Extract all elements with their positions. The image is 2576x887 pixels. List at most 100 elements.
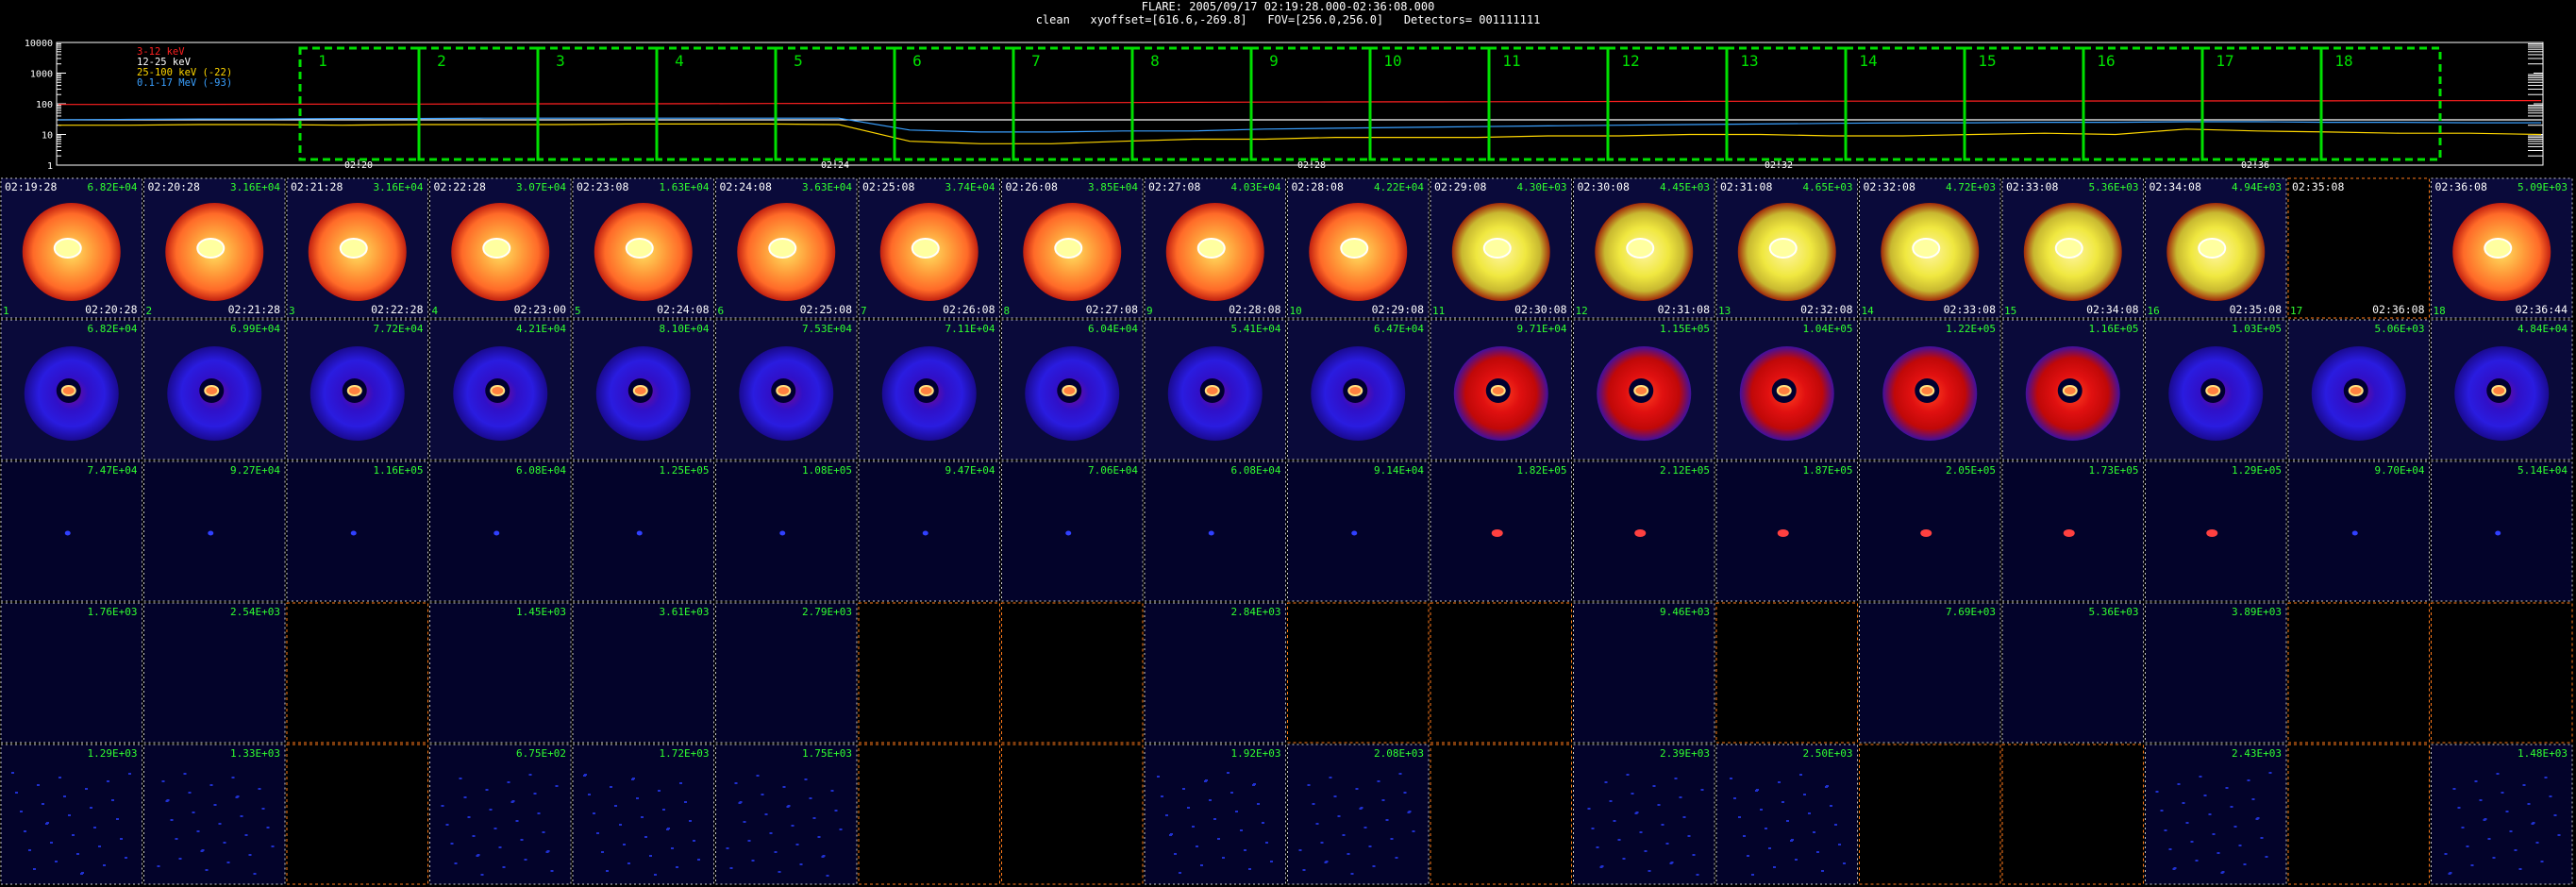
noise-speck: [1825, 786, 1828, 788]
source-dot: [1351, 530, 1358, 536]
noise-speck: [2483, 819, 2486, 821]
panel-frame: [2001, 177, 2144, 319]
panel-frame: [429, 460, 572, 602]
y-tick-label: 100: [36, 100, 53, 110]
noise-speck: [1692, 854, 1696, 856]
panel-bg: [859, 603, 1000, 743]
noise-speck: [107, 780, 109, 782]
noise-speck: [2535, 842, 2539, 844]
noise-speck: [2243, 863, 2247, 865]
source-core: [2205, 385, 2221, 396]
noise-speck: [821, 856, 825, 858]
panel-bg: [715, 745, 857, 884]
panel-max-value: 3.07E+04: [516, 181, 566, 193]
panel-start-time: 02:36:08: [2435, 180, 2487, 193]
panel-frame: [1144, 460, 1286, 602]
panel-frame: [2145, 460, 2287, 602]
source-core: [1776, 385, 1792, 396]
noise-speck: [542, 831, 545, 833]
noise-speck: [2255, 818, 2259, 820]
panel-max-value: 1.25E+05: [660, 464, 710, 477]
noise-speck: [2233, 826, 2237, 828]
panel-max-value: 9.47E+04: [945, 464, 995, 477]
noise-speck: [515, 820, 519, 822]
source-dot: [64, 530, 71, 536]
panel-max-value: 3.61E+03: [660, 606, 710, 618]
noise-speck: [2557, 834, 2561, 836]
noise-speck: [786, 806, 790, 808]
noise-speck: [555, 785, 559, 787]
panel-max-value: 2.08E+03: [1374, 747, 1424, 760]
panel-bg: [1145, 603, 1286, 743]
panel-end-time: 02:33:08: [1944, 303, 1996, 316]
source-core: [625, 238, 654, 259]
noise-speck: [2268, 772, 2272, 774]
panel-max-value: 1.29E+05: [2232, 464, 2282, 477]
panel-max-value: 1.92E+03: [1231, 747, 1281, 760]
noise-speck: [510, 801, 514, 803]
noise-speck: [1320, 842, 1324, 844]
noise-speck: [812, 817, 816, 819]
noise-speck: [1192, 826, 1195, 828]
panel-bg: [859, 745, 1000, 884]
noise-speck: [1730, 778, 1732, 779]
panel-bg: [2145, 745, 2286, 884]
panel-frame: [0, 319, 142, 460]
noise-speck: [596, 832, 599, 834]
noise-speck: [689, 820, 692, 822]
panel-frame: [1859, 602, 2001, 744]
noise-speck: [266, 827, 270, 828]
noise-speck: [2260, 837, 2264, 839]
noise-speck: [830, 790, 834, 792]
noise-speck: [809, 797, 812, 799]
panel-end-time: 02:36:44: [2516, 303, 2568, 316]
panel-frame: [143, 460, 286, 602]
panel-frame: [1430, 744, 1572, 885]
panel-max-value: 6.47E+04: [1374, 323, 1424, 335]
noise-speck: [120, 838, 123, 840]
panel-start-time: 02:24:08: [720, 180, 772, 193]
panel-start-time: 02:25:08: [862, 180, 914, 193]
noise-speck: [28, 849, 31, 851]
noise-speck: [1652, 785, 1656, 787]
panel-frame: [286, 460, 428, 602]
source-core: [1919, 385, 1935, 396]
legend-entry: 0.1-17 MeV (-93): [137, 77, 232, 89]
noise-speck: [2225, 787, 2229, 789]
panel-start-time: 02:33:08: [2006, 180, 2058, 193]
noise-speck: [1631, 793, 1634, 795]
legend-entry: 3-12 keV: [137, 46, 185, 58]
x-tick-label: 02:28: [1297, 160, 1326, 170]
noise-speck: [1816, 851, 1819, 853]
noise-speck: [463, 796, 467, 798]
panel-end-time: 02:25:08: [800, 303, 852, 316]
panel-max-value: 7.69E+03: [1946, 606, 1996, 618]
noise-speck: [2185, 822, 2189, 824]
panel-frame: [1144, 177, 1286, 319]
noise-speck: [93, 827, 96, 828]
noise-speck: [1337, 815, 1341, 817]
panel-bg: [287, 461, 428, 601]
panel-max-value: 1.03E+05: [2232, 323, 2282, 335]
noise-speck: [2540, 861, 2544, 862]
panel-bg: [143, 603, 285, 743]
noise-speck: [1307, 784, 1311, 786]
panel-frame: [1430, 319, 1572, 460]
source-dot: [1065, 530, 1072, 536]
noise-speck: [98, 845, 101, 847]
noise-speck: [2251, 798, 2255, 800]
noise-speck: [1830, 805, 1832, 807]
noise-speck: [1765, 828, 1767, 829]
panel-frame: [1144, 744, 1286, 885]
panel-index: 11: [1432, 305, 1445, 317]
panel-max-value: 9.14E+04: [1374, 464, 1424, 477]
noise-speck: [2461, 827, 2465, 828]
panel-max-value: 2.05E+05: [1946, 464, 1996, 477]
panel-max-value: 9.71E+04: [1517, 323, 1567, 335]
panel-frame: [1001, 744, 1144, 885]
source-core: [911, 238, 940, 259]
noise-speck: [1157, 776, 1160, 778]
noise-speck: [24, 830, 26, 832]
noise-speck: [72, 834, 75, 836]
source-dot: [2351, 530, 2358, 536]
